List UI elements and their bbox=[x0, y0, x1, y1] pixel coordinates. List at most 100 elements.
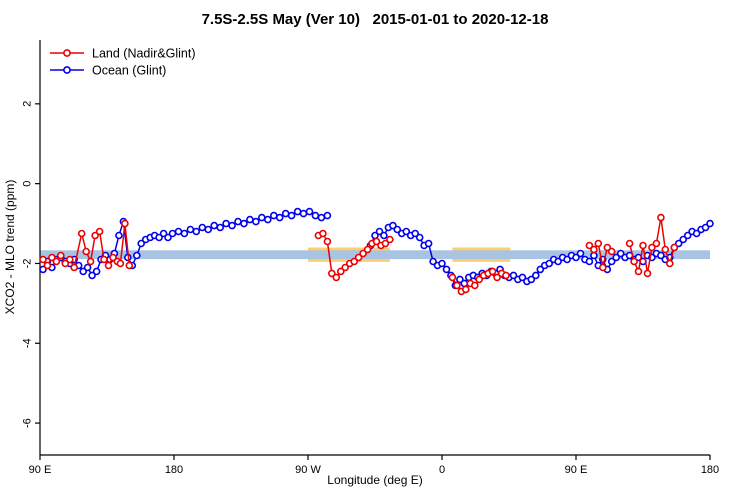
land-data-point bbox=[598, 263, 607, 272]
x-axis-label: Longitude (deg E) bbox=[327, 473, 422, 487]
blue-reference-band bbox=[40, 250, 710, 260]
axes: 90 E 180 90 W 0 90 E 180 2 0 -2 -4 -6 bbox=[22, 40, 719, 476]
land-data-point bbox=[116, 259, 125, 268]
land-data-point bbox=[109, 253, 117, 262]
ocean-data-point bbox=[263, 215, 272, 224]
ocean-data-point bbox=[164, 233, 172, 242]
land-data-point bbox=[603, 243, 612, 252]
ocean-data-point bbox=[674, 239, 683, 248]
land-data-point bbox=[125, 261, 134, 270]
legend-item-ocean: Ocean (Glint) bbox=[50, 64, 166, 78]
ocean-data-point bbox=[509, 271, 518, 280]
y-tick-label: 0 bbox=[22, 181, 34, 187]
ocean-data-point bbox=[174, 227, 183, 236]
y-tick-label: -2 bbox=[22, 259, 34, 269]
land-data-point bbox=[594, 239, 603, 248]
x-tick-label: 90 W bbox=[295, 464, 321, 476]
land-data-point bbox=[121, 219, 129, 228]
land-data-point bbox=[332, 273, 341, 282]
land-data-point bbox=[607, 247, 616, 256]
ocean-data-point bbox=[281, 209, 290, 218]
ocean-data-point bbox=[305, 207, 314, 216]
ocean-data-point bbox=[576, 249, 585, 258]
land-data-point bbox=[648, 243, 656, 252]
legend: Land (Nadir&Glint) Ocean (Glint) bbox=[50, 47, 196, 78]
ocean-data-point bbox=[180, 229, 189, 238]
x-tick-label: 180 bbox=[165, 464, 183, 476]
land-data-point bbox=[82, 247, 90, 256]
land-data-point bbox=[319, 229, 327, 238]
land-data-point bbox=[95, 227, 104, 236]
ocean-data-point bbox=[692, 229, 701, 238]
ocean-data-point bbox=[83, 263, 92, 272]
ocean-data-point bbox=[133, 251, 141, 260]
ocean-data-point bbox=[706, 219, 714, 228]
ocean-data-point bbox=[679, 235, 688, 244]
land-data-point bbox=[52, 257, 61, 266]
land-data-point bbox=[657, 213, 665, 222]
land-data-point bbox=[39, 255, 47, 264]
ocean-data-point bbox=[204, 225, 212, 234]
ocean-data-point bbox=[527, 275, 536, 284]
ocean-data-point bbox=[317, 213, 326, 222]
land-data-point bbox=[665, 259, 674, 268]
ocean-data-point bbox=[275, 213, 284, 222]
legend-ocean-marker-icon bbox=[63, 66, 71, 74]
land-data-point bbox=[91, 231, 99, 240]
land-data-point bbox=[386, 235, 394, 244]
ocean-data-point bbox=[155, 233, 163, 242]
ocean-data-point bbox=[402, 227, 411, 236]
land-data-point bbox=[354, 253, 363, 262]
land-data-point bbox=[652, 239, 661, 248]
ocean-data-point bbox=[438, 259, 446, 268]
ocean-data-point bbox=[657, 251, 665, 260]
ocean-data-point bbox=[429, 257, 437, 266]
ocean-data-point bbox=[563, 255, 571, 264]
land-data-point bbox=[585, 241, 594, 250]
ocean-data-point bbox=[269, 211, 278, 220]
land-data-point bbox=[327, 269, 336, 278]
y-tick-label: -6 bbox=[22, 418, 34, 428]
ocean-data-point bbox=[216, 223, 224, 232]
legend-ocean-label: Ocean (Glint) bbox=[92, 64, 166, 78]
ocean-data-point bbox=[456, 275, 464, 284]
land-data-point bbox=[359, 249, 367, 258]
ocean-data-point bbox=[415, 233, 424, 242]
ocean-data-point bbox=[572, 253, 580, 262]
land-data-point bbox=[372, 237, 381, 246]
y-tick-label: -4 bbox=[22, 338, 34, 348]
land-data-point bbox=[643, 269, 652, 278]
ocean-data-point bbox=[252, 217, 260, 226]
ocean-data-point bbox=[442, 265, 451, 274]
ocean-data-point bbox=[701, 223, 710, 232]
ocean-data-point bbox=[210, 221, 218, 230]
data-series-layer bbox=[39, 207, 714, 296]
land-data-point bbox=[350, 257, 359, 266]
ocean-data-point bbox=[545, 259, 554, 268]
y-axis-label: XCO2 - MLO trend (ppm) bbox=[3, 180, 17, 315]
land-data-point bbox=[381, 239, 390, 248]
ocean-data-point bbox=[531, 271, 540, 280]
land-data-point bbox=[43, 261, 52, 270]
ocean-data-point bbox=[222, 219, 230, 228]
land-data-point bbox=[661, 245, 670, 254]
ocean-data-point bbox=[159, 229, 168, 238]
ocean-data-point bbox=[380, 231, 388, 240]
ocean-data-point bbox=[424, 239, 433, 248]
ocean-data-point bbox=[192, 227, 201, 236]
legend-land-label: Land (Nadir&Glint) bbox=[92, 47, 196, 61]
land-data-point bbox=[590, 245, 598, 254]
land-data-point bbox=[639, 241, 647, 250]
land-data-point bbox=[77, 229, 86, 238]
ocean-data-point bbox=[460, 279, 469, 288]
land-data-point bbox=[100, 255, 108, 264]
legend-item-land: Land (Nadir&Glint) bbox=[50, 47, 196, 61]
land-data-point bbox=[475, 275, 484, 284]
land-data-point bbox=[104, 261, 113, 270]
land-data-point bbox=[470, 281, 479, 290]
ocean-data-point bbox=[92, 267, 101, 276]
land-data-point bbox=[493, 273, 501, 282]
ocean-data-point bbox=[287, 211, 296, 220]
land-data-point bbox=[70, 263, 78, 272]
